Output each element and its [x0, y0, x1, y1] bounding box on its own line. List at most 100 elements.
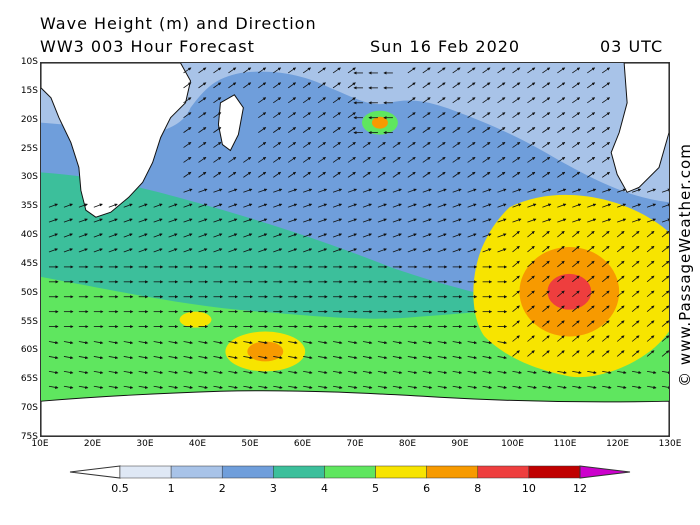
direction-arrow — [452, 203, 462, 208]
direction-arrow — [258, 188, 268, 193]
direction-arrow — [123, 341, 134, 345]
direction-arrow — [347, 248, 358, 253]
direction-arrow — [482, 341, 493, 345]
direction-arrow — [467, 142, 476, 148]
direction-arrow — [661, 275, 669, 283]
direction-arrow — [452, 112, 461, 119]
direction-arrow — [542, 320, 550, 327]
direction-arrow — [183, 355, 194, 360]
direction-arrow — [437, 218, 447, 223]
direction-arrow — [572, 305, 580, 312]
direction-arrow — [557, 305, 565, 312]
direction-arrow — [572, 67, 581, 74]
direction-arrow — [631, 260, 640, 268]
direction-arrow — [362, 233, 373, 238]
direction-arrow — [228, 233, 238, 238]
legend-swatch — [324, 465, 376, 479]
direction-arrow — [108, 355, 119, 360]
direction-arrow — [183, 156, 192, 163]
direction-arrow — [243, 171, 252, 178]
direction-arrow — [601, 171, 611, 178]
direction-arrow — [422, 248, 432, 253]
direction-arrow — [631, 203, 642, 208]
direction-arrow — [407, 112, 416, 119]
direction-arrow — [542, 290, 550, 298]
direction-arrow — [347, 341, 358, 345]
legend-swatch — [119, 465, 172, 479]
direction-arrow — [467, 127, 476, 133]
direction-arrow — [512, 385, 522, 389]
legend-label: 2 — [218, 482, 226, 495]
direction-arrow — [78, 355, 89, 360]
direction-arrow — [631, 320, 640, 327]
direction-arrow — [497, 355, 508, 360]
direction-arrow — [273, 156, 282, 163]
direction-arrow — [392, 248, 402, 253]
direction-arrow — [213, 188, 223, 193]
direction-arrow — [302, 127, 312, 133]
direction-arrow — [198, 248, 208, 253]
lat-label: 35S — [20, 201, 38, 212]
direction-arrow — [258, 233, 268, 238]
lon-label: 80E — [398, 439, 417, 449]
direction-arrow — [362, 142, 371, 148]
direction-arrow — [228, 67, 237, 74]
direction-arrow — [407, 188, 417, 193]
direction-arrow — [377, 203, 387, 208]
direction-arrow — [273, 355, 283, 360]
africa-landmass — [41, 63, 192, 218]
direction-arrow — [138, 218, 148, 223]
direction-arrow — [482, 233, 492, 238]
direction-arrow — [572, 112, 581, 119]
direction-arrow — [347, 82, 356, 89]
direction-arrow — [303, 218, 313, 223]
direction-arrow — [512, 203, 522, 208]
direction-arrow — [123, 233, 133, 238]
direction-arrow — [198, 97, 207, 104]
direction-arrow — [512, 320, 520, 327]
direction-arrow — [138, 370, 149, 375]
direction-arrow — [78, 218, 88, 223]
direction-arrow — [512, 67, 521, 74]
direction-arrow — [332, 67, 341, 74]
direction-arrow — [601, 67, 611, 74]
direction-arrow — [168, 341, 179, 345]
direction-arrow — [392, 341, 403, 345]
direction-arrow — [273, 385, 283, 389]
direction-arrow — [542, 218, 552, 223]
direction-arrow — [572, 320, 580, 327]
direction-arrow — [258, 142, 267, 148]
direction-arrow — [243, 355, 253, 360]
direction-arrow — [213, 355, 223, 360]
wave-band-light-north — [41, 63, 669, 203]
direction-arrow — [512, 335, 520, 342]
direction-arrow — [273, 142, 282, 148]
direction-arrow — [497, 370, 508, 375]
legend-swatch — [426, 465, 479, 479]
direction-arrow — [482, 112, 491, 119]
direction-arrow — [377, 171, 386, 178]
direction-arrow — [108, 218, 118, 223]
direction-arrow — [228, 341, 238, 345]
direction-arrow — [602, 218, 612, 223]
direction-arrow — [108, 203, 118, 208]
direction-arrow — [407, 385, 418, 389]
direction-arrow — [437, 385, 448, 389]
direction-arrow — [288, 355, 298, 360]
direction-arrow — [93, 370, 104, 375]
direction-arrow — [631, 275, 640, 283]
direction-arrow — [661, 335, 669, 342]
direction-arrow — [542, 275, 550, 283]
direction-arrow — [243, 385, 253, 389]
direction-arrow — [601, 320, 610, 327]
direction-arrow — [78, 248, 88, 253]
direction-arrow — [332, 127, 341, 133]
direction-arrow — [512, 260, 520, 268]
direction-arrow — [572, 350, 580, 357]
direction-arrow — [512, 245, 520, 253]
direction-arrow — [482, 188, 492, 193]
direction-arrow — [661, 203, 669, 208]
direction-arrow — [616, 335, 625, 342]
direction-arrow — [542, 245, 550, 253]
direction-arrow — [93, 203, 103, 208]
